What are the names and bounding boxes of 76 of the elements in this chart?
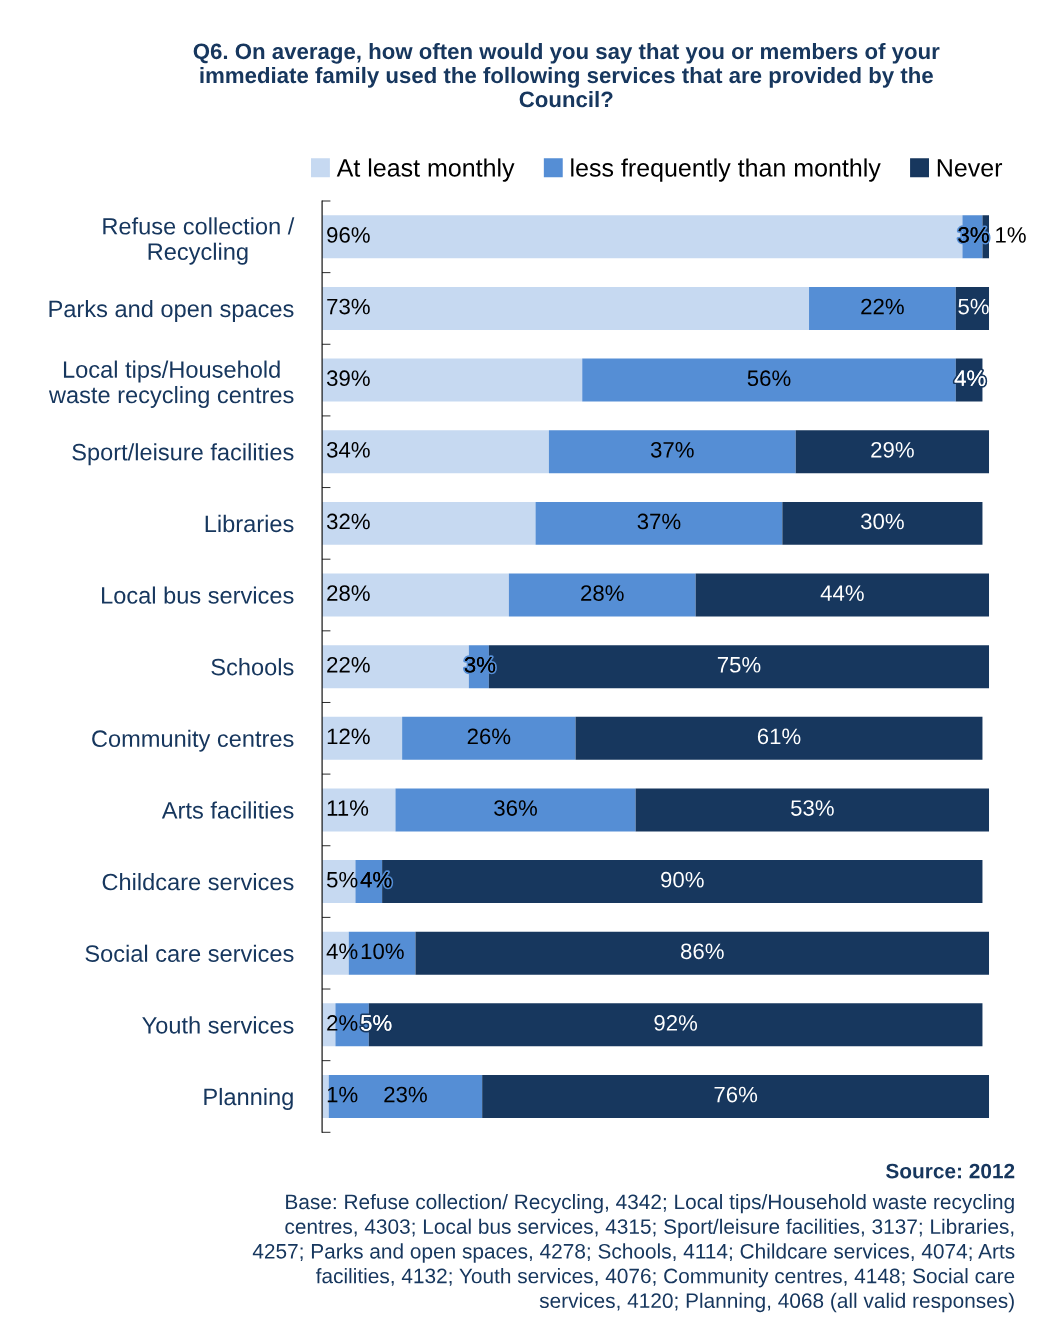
bar [322, 286, 810, 330]
bar [582, 358, 956, 402]
data-label: 4% [326, 943, 358, 960]
data-label: 29% [871, 441, 914, 458]
bar [695, 573, 990, 617]
bar [322, 573, 509, 617]
data-label: 1% [996, 227, 1026, 243]
y-tick-label: Refuse collection / Recycling [103, 217, 295, 265]
bar [328, 1074, 483, 1118]
legend-label: Never [937, 159, 1003, 177]
y-tick-label: Youth services [142, 1016, 294, 1034]
data-label: 30% [861, 513, 904, 530]
data-label: 86% [681, 943, 724, 960]
data-label: 53% [791, 800, 834, 816]
bar [395, 788, 636, 832]
bar [548, 430, 796, 474]
data-label: 36% [494, 800, 537, 816]
data-label: 12% [327, 728, 370, 745]
text: Base: Refuse collection/ Recycling, 4342; Local tips/Household waste recycling centres, 4303; Local bus services, 4315; Sport/leisure facilities, 3137; Libraries, 4257; Parks and open spaces, 4278; Schools, 4114; Childcare services, 4074; Arts facilities, 4132; Youth services, 4076; Community centres, 4148; Social care services, 4120; Planning, 4068 (all valid responses) [252, 1193, 1015, 1313]
data-label: 37% [650, 441, 694, 458]
data-label: 1% [327, 1086, 358, 1103]
data-label: 5% [360, 1015, 392, 1031]
data-label: 22% [861, 298, 904, 315]
data-label: 73% [327, 298, 370, 315]
data-label: 61% [757, 728, 801, 745]
y-tick-label: Social care services [85, 944, 294, 962]
data-label: 10% [361, 943, 404, 960]
y-tick-label: Childcare services [102, 873, 294, 891]
data-label: 90% [661, 871, 704, 888]
data-label: 39% [326, 370, 370, 387]
legend-label: At least monthly [336, 158, 515, 182]
y-tick-label: Community centres [92, 729, 294, 752]
data-label: 5% [958, 298, 989, 315]
bar [415, 931, 990, 975]
y-tick-label: Arts facilities [161, 801, 294, 819]
data-label: 92% [654, 1015, 698, 1031]
bar [635, 788, 990, 832]
data-label: 28% [581, 585, 624, 601]
y-tick-label: Sport/leisure facilities [72, 443, 294, 466]
bar [482, 1074, 990, 1118]
bar [322, 788, 396, 832]
y-tick-label: Libraries [205, 514, 294, 533]
source-note: Source: 2012 [886, 1163, 1015, 1179]
data-label: 23% [384, 1086, 427, 1103]
data-label: 22% [327, 656, 370, 673]
data-label: 34% [326, 441, 370, 458]
y-tick-label: Planning [204, 1087, 293, 1110]
bar [322, 716, 403, 760]
y-tick-label: Local tips/Household waste recycling centres [48, 360, 294, 408]
data-label: 2% [327, 1015, 358, 1031]
y-tick-label: Local bus services [102, 586, 294, 604]
data-label: 96% [327, 227, 370, 243]
y-tick-label: Parks and open spaces [49, 299, 294, 322]
data-label: 37% [637, 513, 681, 530]
data-label: 28% [327, 585, 370, 601]
data-label: 26% [467, 728, 511, 745]
chart-title: Q6. On average, how often would you say that you or members of your immediate family used the following services that are provided by the Council? [193, 42, 940, 108]
bar [322, 358, 583, 402]
bar [402, 716, 576, 760]
data-label: 44% [820, 585, 864, 601]
bar [575, 716, 983, 760]
bar [782, 501, 983, 545]
data-label: 11% [327, 800, 369, 816]
data-label: 56% [747, 370, 791, 387]
data-label: 76% [714, 1086, 758, 1103]
data-label: 5% [326, 871, 358, 888]
bar [508, 573, 696, 617]
bar [809, 286, 956, 330]
legend-label: less frequently than monthly [571, 158, 881, 182]
bar [322, 430, 549, 474]
bar [322, 501, 536, 545]
y-tick-label: Schools [211, 658, 294, 676]
bar [535, 501, 783, 545]
data-label: 75% [717, 656, 761, 673]
bar [795, 430, 990, 474]
data-label: 32% [326, 513, 370, 530]
